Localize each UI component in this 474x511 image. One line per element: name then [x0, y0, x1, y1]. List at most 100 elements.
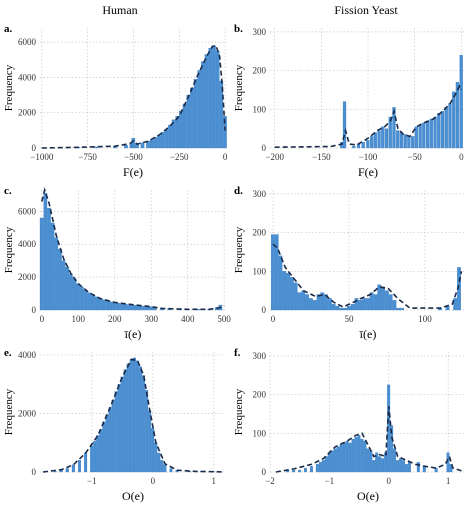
histogram-bar — [50, 222, 55, 311]
density-curve — [41, 187, 225, 311]
histogram-bar — [316, 294, 321, 311]
y-tick-label: 2000 — [18, 108, 37, 118]
histogram-bar — [175, 116, 180, 149]
x-tick-label: −1000 — [30, 152, 54, 162]
histogram-bar — [54, 237, 59, 311]
histogram-bar — [39, 217, 44, 311]
x-tick-label: 0 — [40, 314, 45, 324]
histogram-bar — [141, 305, 146, 311]
panel-e: 0 2000 4000 −1 0 1 e. O(e) Frequency — [3, 347, 226, 503]
histogram-bar — [169, 468, 173, 473]
y-tick-label: 200 — [253, 228, 267, 238]
x-tick-label: 50 — [345, 314, 355, 324]
histogram-bar — [414, 126, 419, 149]
histogram-bar — [422, 122, 426, 149]
x-tick-label: −50 — [408, 152, 423, 162]
histogram-bar — [163, 464, 167, 473]
histogram-bar — [124, 145, 128, 149]
density-curve — [275, 406, 464, 473]
histogram-bar — [108, 407, 112, 473]
histogram-bar — [321, 460, 325, 473]
x-tick-label: 1 — [212, 476, 217, 486]
histogram-bar — [84, 452, 88, 473]
x-tick-label: 400 — [181, 314, 195, 324]
histogram-bar — [301, 290, 306, 311]
histogram-bar — [138, 366, 142, 473]
histogram-bar — [112, 302, 117, 311]
histogram-bar — [293, 282, 298, 311]
histogram-bar — [140, 142, 145, 149]
histogram-bar — [274, 234, 279, 311]
x-tick-label: 0 — [223, 152, 228, 162]
histogram-bar — [154, 442, 158, 473]
histogram-bar — [90, 445, 94, 473]
histogram-bar — [145, 389, 149, 473]
y-tick-label: 200 — [253, 66, 267, 76]
histogram-bar — [93, 441, 97, 473]
histogram-bar — [77, 460, 82, 473]
x-tick-label: 100 — [72, 314, 86, 324]
histogram-bar — [182, 103, 187, 149]
histogram-bar — [393, 448, 397, 473]
histogram-bar — [399, 132, 404, 149]
histogram-bar — [215, 50, 220, 149]
histogram-bar — [381, 286, 385, 311]
y-tick-label: 100 — [253, 428, 267, 438]
histogram-bar — [153, 137, 158, 149]
x-tick-label: 0 — [387, 476, 392, 486]
histogram-bar — [123, 304, 128, 311]
y-tick-label: 0 — [32, 143, 37, 153]
histogram-bar — [47, 207, 51, 311]
x-tick-label: 0 — [459, 152, 464, 162]
histogram-bar — [375, 452, 379, 473]
histogram-bar — [400, 307, 404, 311]
histogram-bar — [378, 456, 382, 473]
histogram-bar — [388, 294, 393, 311]
histogram-bar — [362, 298, 366, 311]
histogram-bar — [354, 298, 359, 311]
histogram-bar — [381, 126, 385, 149]
histogram-bar — [345, 440, 349, 473]
histogram-bar — [90, 295, 95, 311]
histogram-bar — [440, 111, 445, 149]
histogram-bar — [358, 300, 363, 311]
y-tick-label: 6000 — [18, 206, 37, 216]
histogram-bar — [320, 292, 325, 311]
histogram-bar — [333, 448, 337, 473]
histogram-bar — [416, 462, 420, 473]
y-axis-label: Frequency — [233, 226, 245, 273]
histogram-bar — [455, 82, 460, 149]
histogram-bar — [366, 448, 370, 473]
histogram-bar — [384, 128, 389, 149]
histogram-bar — [452, 91, 456, 149]
histogram-bar — [131, 138, 136, 149]
panel-letter: a. — [4, 23, 13, 35]
histogram-bar — [98, 298, 102, 311]
histogram-bar — [190, 87, 194, 149]
density-curve — [41, 44, 226, 149]
histogram-bar — [339, 444, 343, 473]
histogram-bar — [223, 116, 227, 149]
histogram-bar — [120, 303, 124, 311]
histogram-bar — [72, 278, 77, 311]
panel-b: 0 100 200 300 −200 −150 −100 −50 0 b. F(e) Frequenc… — [233, 23, 466, 179]
histogram-bar — [448, 103, 452, 149]
histogram-bar — [212, 45, 216, 149]
histogram-bar — [102, 422, 106, 473]
histogram-bar — [289, 276, 294, 311]
histogram-bar — [377, 284, 382, 311]
histogram-bar — [384, 290, 389, 311]
histogram-bar — [157, 135, 161, 149]
histogram-bar — [96, 435, 100, 473]
y-tick-label: 300 — [253, 351, 267, 361]
y-tick-label: 6000 — [18, 37, 37, 47]
histogram-bar — [318, 462, 322, 473]
histogram-bar — [127, 304, 132, 311]
histogram-bar — [327, 452, 331, 473]
histogram-bar — [43, 193, 48, 311]
histogram-bar — [132, 357, 136, 473]
histogram-bar — [65, 267, 70, 311]
histogram-bar — [357, 435, 361, 473]
histogram-bar — [197, 70, 202, 149]
